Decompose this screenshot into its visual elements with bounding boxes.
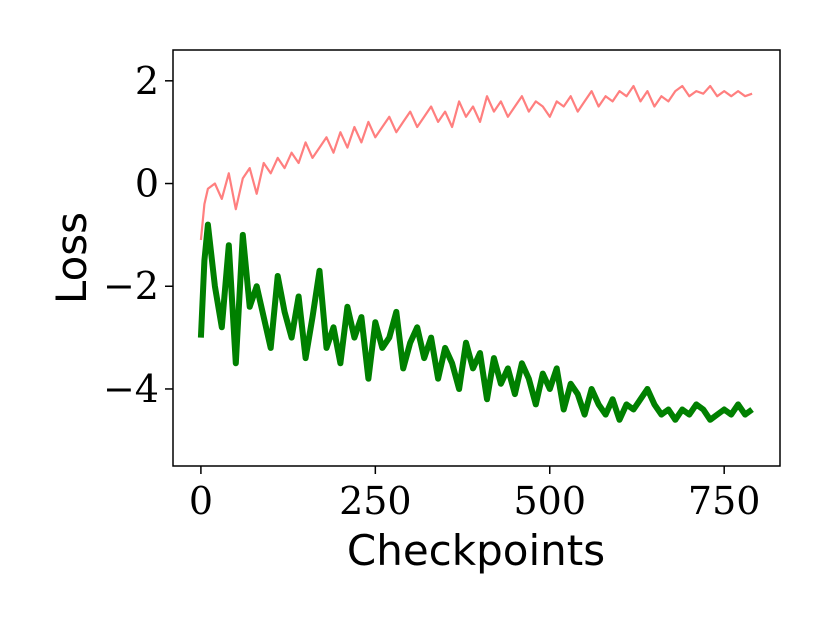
x-tick-label: 250 — [339, 479, 412, 523]
x-tick-label: 750 — [688, 479, 761, 523]
y-axis-label: Loss — [47, 212, 96, 304]
series-1-line — [199, 84, 753, 241]
x-tick-label: 500 — [513, 479, 586, 523]
axes-layer: 0 250 500 750 2 0 −2 −4 — [103, 59, 760, 523]
y-tick-label: 2 — [135, 59, 159, 103]
plot-frame — [172, 49, 781, 467]
y-tick-label: −2 — [103, 264, 159, 308]
y-tick-label: −4 — [103, 367, 159, 411]
series-layer — [197, 84, 754, 423]
x-tick-label: 0 — [189, 479, 213, 523]
x-axis-label: Checkpoints — [347, 526, 605, 575]
series-2-line — [197, 221, 754, 423]
y-tick-label: 0 — [135, 162, 159, 206]
